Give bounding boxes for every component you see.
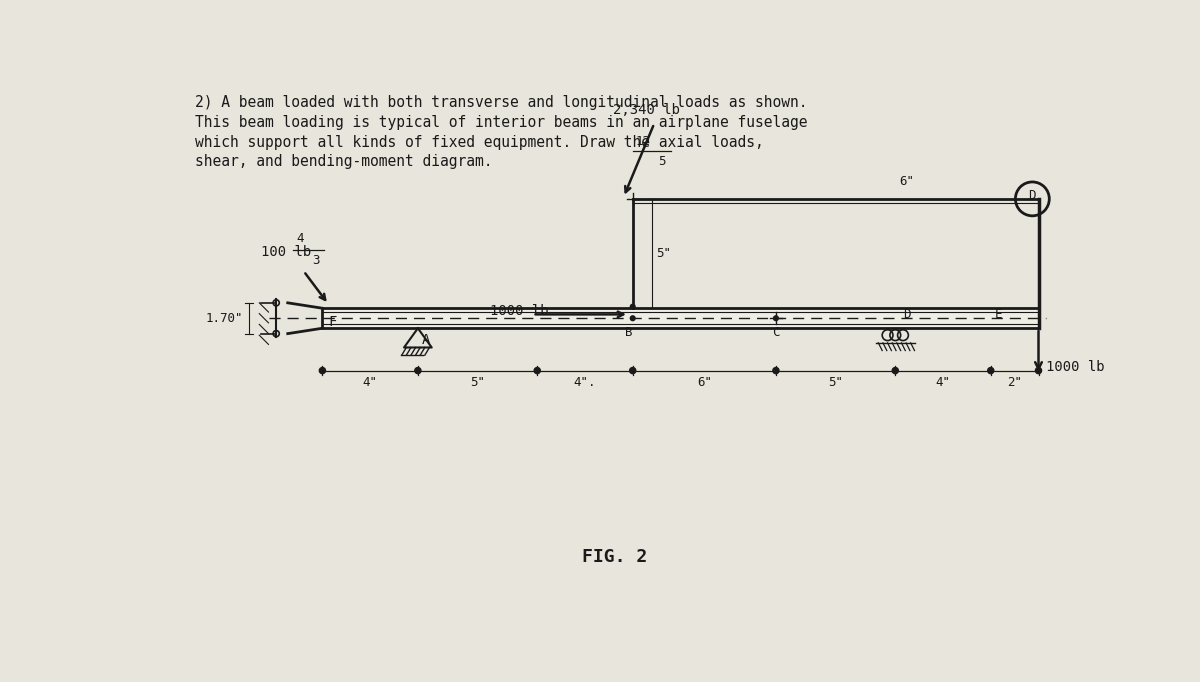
Text: 1000 lb: 1000 lb [491,303,548,318]
Text: 100 lb: 100 lb [262,245,312,259]
Circle shape [892,368,899,374]
Circle shape [773,315,779,321]
Text: 3: 3 [312,254,319,267]
Circle shape [319,368,325,374]
Text: 12: 12 [635,134,650,147]
Text: D: D [1028,188,1036,201]
Circle shape [630,315,636,321]
Text: 5: 5 [659,155,666,168]
Text: E: E [995,308,1002,321]
Text: C: C [772,325,780,338]
Text: 2,340 lb: 2,340 lb [613,102,680,117]
Circle shape [630,303,636,310]
Text: 2) A beam loaded with both transverse and longitudinal loads as shown.
This beam: 2) A beam loaded with both transverse an… [196,95,808,169]
Text: 4": 4" [362,376,378,389]
Text: D: D [902,308,911,321]
Text: F: F [329,315,337,329]
Text: 6": 6" [900,175,914,188]
Text: 5": 5" [470,376,485,389]
Circle shape [415,368,421,374]
Text: 5": 5" [828,376,844,389]
Circle shape [534,368,540,374]
Circle shape [274,331,280,337]
Text: 1.70": 1.70" [205,312,244,325]
Text: 4".: 4". [574,376,596,389]
Polygon shape [323,308,1038,328]
Circle shape [1036,368,1042,374]
Text: 4": 4" [936,376,950,389]
Text: 4: 4 [296,233,305,246]
Text: B: B [625,325,632,338]
Text: A: A [421,333,430,346]
Circle shape [274,300,280,306]
Text: FIG. 2: FIG. 2 [582,548,648,566]
Text: 2": 2" [1007,376,1022,389]
Circle shape [630,368,636,374]
Circle shape [773,368,779,374]
Text: 1000 lb: 1000 lb [1046,359,1105,374]
Text: 5": 5" [656,247,671,260]
Circle shape [988,368,994,374]
Text: 6": 6" [697,376,712,389]
